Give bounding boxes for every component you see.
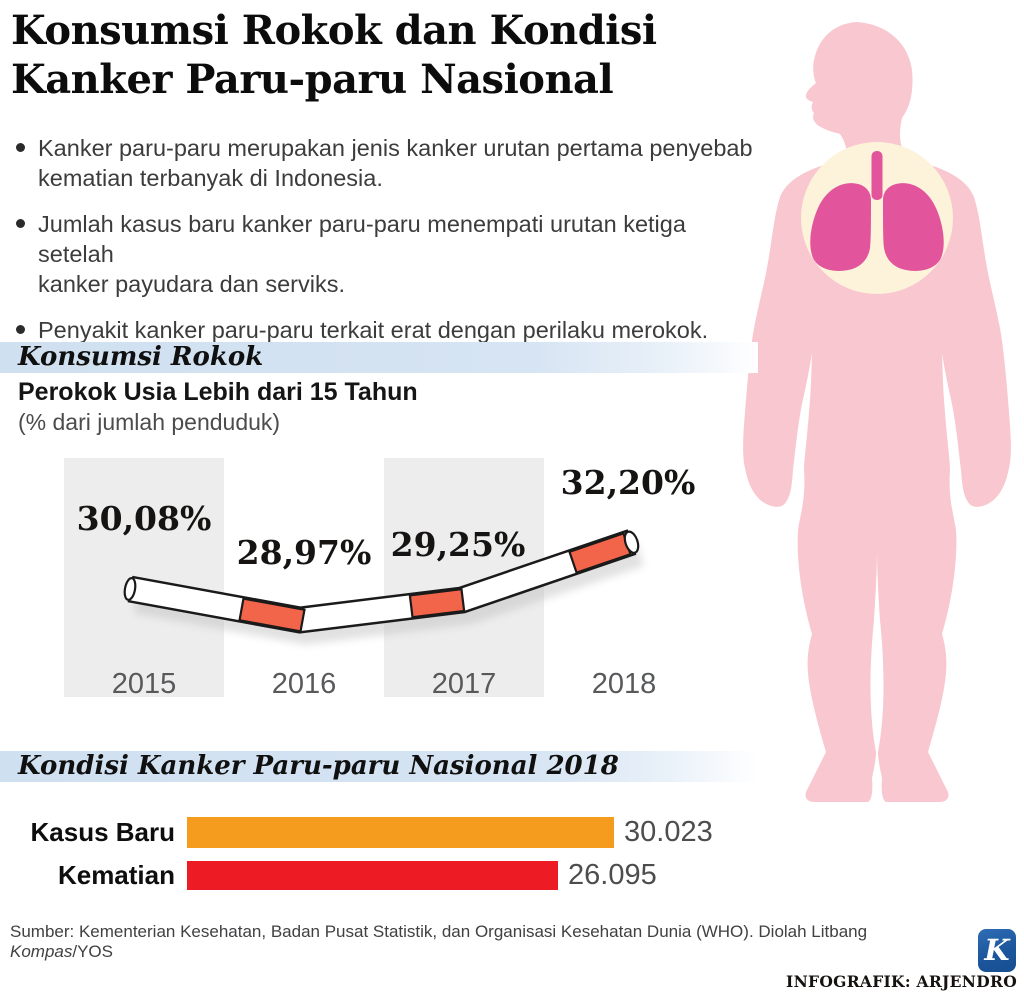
value-label-2016: 28,97% bbox=[237, 533, 372, 572]
bar-kematian bbox=[187, 861, 558, 890]
kompas-logo-letter: K bbox=[984, 933, 1010, 967]
year-label-2016: 2016 bbox=[272, 668, 337, 700]
bar-value-kematian: 26.095 bbox=[568, 859, 657, 891]
page-title-line2: Kanker Paru-paru Nasional bbox=[11, 56, 614, 103]
value-labels: 30,08% 28,97% 29,25% 32,20% bbox=[77, 463, 696, 572]
year-label-2017: 2017 bbox=[432, 668, 497, 700]
value-label-2015: 30,08% bbox=[77, 499, 212, 538]
bar-label-kematian: Kematian bbox=[57, 860, 175, 890]
lungs-icon bbox=[810, 151, 944, 271]
bar-kasus-baru bbox=[187, 817, 614, 848]
list-item: Penyakit kanker paru-paru terkait erat d… bbox=[14, 315, 759, 345]
infographic-credit: INFOGRAFIK: ARJENDRO bbox=[786, 972, 1017, 991]
cigarette-orange-bands bbox=[238, 532, 632, 633]
value-label-2018: 32,20% bbox=[561, 463, 696, 502]
bullet-text: kanker payudara dan serviks. bbox=[38, 271, 345, 297]
bar-value-kasus-baru: 30.023 bbox=[624, 816, 713, 848]
bullet-text: Penyakit kanker paru-paru terkait erat d… bbox=[38, 317, 709, 343]
source-line: Sumber: Kementerian Kesehatan, Badan Pus… bbox=[10, 922, 965, 962]
list-item: Jumlah kasus baru kanker paru-paru menem… bbox=[14, 209, 759, 299]
bullet-text: Jumlah kasus baru kanker paru-paru menem… bbox=[38, 211, 686, 267]
key-facts-list: Kanker paru-paru merupakan jenis kanker … bbox=[14, 133, 759, 361]
bar-label-kasus-baru: Kasus Baru bbox=[30, 817, 176, 847]
bullet-text: kematian terbanyak di Indonesia. bbox=[38, 165, 383, 191]
year-label-2018: 2018 bbox=[592, 668, 657, 700]
list-item: Kanker paru-paru merupakan jenis kanker … bbox=[14, 133, 759, 193]
source-suffix: /YOS bbox=[72, 942, 113, 961]
bullet-icon bbox=[16, 219, 25, 228]
section-header-kondisi-kanker: Kondisi Kanker Paru-paru Nasional 2018 bbox=[0, 751, 758, 782]
cigarette-body bbox=[128, 531, 636, 632]
cigarette-left-tip bbox=[123, 577, 137, 601]
smokers-line-chart: 30,08% 28,97% 29,25% 32,20% 2015 2016 20… bbox=[64, 458, 696, 700]
section-header-text: Kondisi Kanker Paru-paru Nasional 2018 bbox=[18, 751, 619, 781]
page-title-line1: Konsumsi Rokok dan Kondisi bbox=[11, 7, 657, 54]
section-header-konsumsi-rokok: Konsumsi Rokok bbox=[0, 342, 758, 373]
column-stripe-2015 bbox=[64, 458, 224, 697]
source-kompas: Kompas bbox=[10, 942, 73, 961]
bullet-icon bbox=[16, 325, 25, 334]
value-label-2017: 29,25% bbox=[391, 525, 526, 564]
section-header-text: Konsumsi Rokok bbox=[18, 342, 264, 372]
body-silhouette bbox=[781, 22, 973, 802]
chart-subtitle: Perokok Usia Lebih dari 15 Tahun bbox=[18, 378, 418, 406]
source-text: Sumber: Kementerian Kesehatan, Badan Pus… bbox=[10, 922, 868, 941]
year-label-2015: 2015 bbox=[112, 668, 177, 700]
cigarette-right-tip bbox=[623, 530, 640, 554]
kompas-logo: K bbox=[978, 929, 1016, 972]
bullet-text: Kanker paru-paru merupakan jenis kanker … bbox=[38, 135, 753, 161]
chart-note: (% dari jumlah penduduk) bbox=[18, 409, 281, 435]
bullet-icon bbox=[16, 143, 25, 152]
page-title: Konsumsi Rokok dan Kondisi Kanker Paru-p… bbox=[11, 6, 751, 104]
year-labels: 2015 2016 2017 2018 bbox=[112, 668, 657, 700]
